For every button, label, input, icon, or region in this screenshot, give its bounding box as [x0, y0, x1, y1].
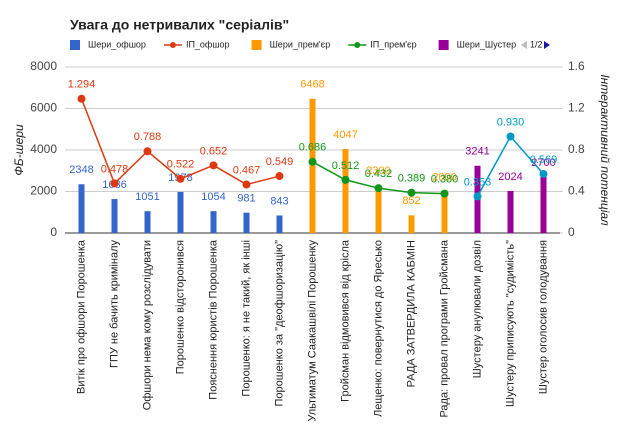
x-tick-label: Ультиматум Саакашвілі Порошенку: [306, 240, 318, 422]
x-tick-label: Шустеру приписують "судимість": [504, 240, 516, 407]
data-label: 1054: [201, 191, 225, 203]
data-label: 2300: [366, 165, 390, 177]
point: [374, 184, 383, 193]
y2-axis-label: Інтерактивний потенціал: [598, 74, 612, 226]
data-label: 0.686: [299, 142, 327, 154]
x-tick-label: Порошенко: я не такий, як інші: [240, 240, 252, 397]
y-tick-label: 6000: [30, 101, 57, 115]
x-tick-label: Пояснення юристів Порошенка: [207, 239, 219, 400]
point: [308, 157, 317, 166]
data-label: 2700: [531, 157, 555, 169]
data-label: 2000: [432, 171, 456, 183]
x-tick-label: Гройсман відмовився від крісла: [339, 239, 351, 402]
x-tick-label: Офшори нема кому розслідувати: [141, 240, 153, 410]
y-tick-label: 2000: [30, 184, 57, 198]
data-label: 0.652: [200, 145, 228, 157]
y2-tick-label: 0.4: [568, 184, 585, 198]
point: [407, 188, 416, 197]
bar: [210, 211, 217, 233]
data-label: 4047: [333, 129, 357, 141]
y-axis-label: ФБ-шери: [12, 124, 26, 176]
data-label: 0.432: [365, 168, 393, 180]
x-tick-label: ГПУ не бачить криміналу: [108, 240, 120, 368]
data-label: 0.930: [497, 116, 525, 128]
y-tick-label: 4000: [30, 142, 57, 156]
data-label: 6468: [300, 79, 324, 91]
data-label: 0.467: [233, 164, 261, 176]
point: [176, 174, 185, 183]
legend-page: 1/2: [530, 39, 543, 49]
data-label: 0.478: [101, 163, 129, 175]
bar: [276, 215, 283, 233]
x-tick-label: Шустер оголосив голодування: [537, 240, 549, 394]
data-label: 2024: [498, 171, 522, 183]
x-tick-label: Шустеру анулювали дозвіл: [471, 240, 483, 378]
y-tick-label: 0: [50, 225, 57, 239]
y2-tick-label: 1.2: [568, 101, 585, 115]
point: [110, 179, 119, 188]
legend-label: ІП_прем'єр: [370, 39, 416, 49]
chart-title: Увага до нетривалих "серіалів": [70, 17, 289, 33]
x-tick-label: Рада: провал програми Гройсмана: [438, 239, 450, 417]
data-label: 2348: [69, 164, 93, 176]
legend-swatch: [438, 40, 449, 50]
data-label: 0.353: [464, 176, 492, 188]
bar: [408, 215, 415, 233]
bar: [342, 149, 349, 233]
y2-tick-label: 1.6: [568, 59, 585, 73]
legend-label: Шери_Шустер: [457, 39, 516, 49]
data-label: 0.569: [530, 154, 558, 166]
data-label: 0.549: [266, 156, 294, 168]
x-tick-label: Лещенко: повернутися до Яресько: [372, 240, 384, 417]
data-label: 1051: [135, 191, 159, 203]
bar: [78, 184, 85, 233]
x-tick-label: РАДА ЗАТВЕРДИЛА КАБМІН: [405, 240, 417, 387]
data-label: 3241: [465, 146, 489, 158]
legend-label: Шери_прем'єр: [270, 39, 331, 49]
y2-tick-label: 0.8: [568, 142, 585, 156]
legend-swatch: [70, 40, 80, 50]
x-tick-label: Порошенко відсторонився: [174, 240, 186, 374]
bar: [243, 212, 250, 233]
y-tick-label: 8000: [30, 59, 57, 73]
bar: [111, 199, 118, 233]
bar: [441, 191, 448, 233]
legend-label: Шери_офшор: [88, 39, 146, 49]
legend-swatch: [251, 40, 262, 50]
legend-label: ІП_офшор: [186, 39, 230, 49]
bar: [540, 176, 547, 233]
data-label: 843: [270, 195, 288, 207]
bar: [144, 211, 151, 233]
legend-prev[interactable]: [521, 41, 527, 49]
point: [143, 147, 152, 156]
data-label: 852: [402, 195, 420, 207]
point: [242, 180, 251, 189]
y2-tick-label: 0: [568, 225, 575, 239]
point: [440, 189, 449, 198]
point: [275, 172, 284, 181]
point: [77, 94, 86, 103]
bar: [507, 191, 514, 233]
point: [506, 132, 515, 141]
bar: [177, 191, 184, 233]
bar: [309, 98, 316, 233]
point: [341, 175, 350, 184]
data-label: 0.788: [134, 131, 162, 143]
data-label: 1.294: [68, 79, 96, 91]
point: [473, 192, 482, 201]
bar: [375, 185, 382, 233]
data-label: 981: [237, 193, 255, 205]
data-label: 0.389: [398, 173, 426, 185]
legend-swatch: [169, 42, 176, 48]
point: [209, 161, 218, 170]
x-tick-label: Порошенко за "деофшоризацію": [273, 240, 285, 407]
data-label: 0.380: [431, 173, 459, 185]
legend-swatch: [354, 42, 361, 48]
legend-next[interactable]: [544, 41, 550, 49]
point: [539, 169, 548, 178]
data-label: 0.522: [167, 159, 195, 171]
x-tick-label: Витік про офшори Порошенка: [75, 239, 87, 394]
data-label: 0.512: [332, 160, 360, 172]
